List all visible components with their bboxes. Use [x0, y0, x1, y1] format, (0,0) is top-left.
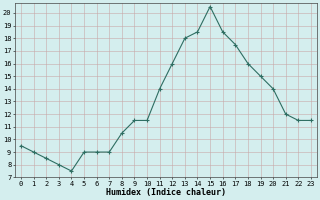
X-axis label: Humidex (Indice chaleur): Humidex (Indice chaleur) [106, 188, 226, 197]
